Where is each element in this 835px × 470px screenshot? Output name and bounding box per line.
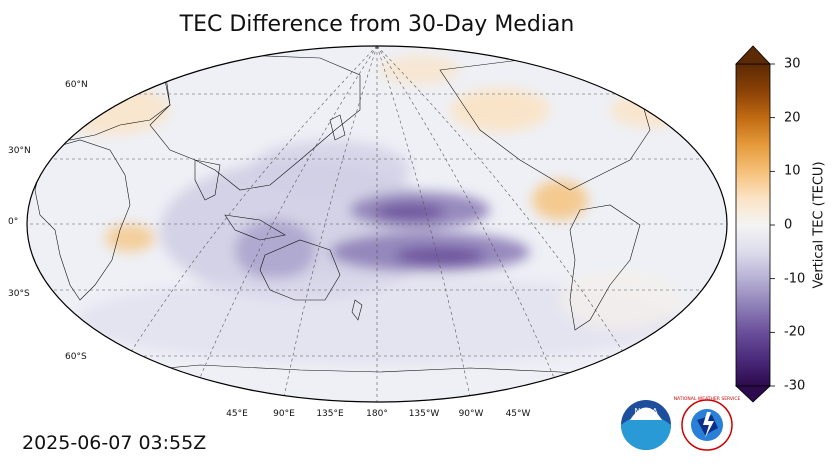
colorbar-top-extension: [735, 45, 771, 65]
colorbar-tick-label: 20: [784, 110, 801, 126]
lon-label-90e: 90°E: [273, 409, 295, 419]
colorbar: [734, 45, 775, 403]
anomaly-blob: [395, 247, 485, 265]
lat-label-30n: 30°N: [8, 146, 31, 156]
lon-label-135w: 135°W: [408, 409, 440, 419]
colorbar-tick-label: 10: [784, 163, 801, 179]
lon-line: [376, 46, 655, 402]
lon-line: [282, 46, 378, 402]
coastlines: [34, 49, 661, 379]
asia-outline: [149, 54, 361, 191]
australia-outline: [259, 239, 341, 301]
colorbar-tick-label: -30: [784, 378, 806, 394]
south-america-outline: [569, 204, 641, 331]
lat-label-0: 0°: [8, 217, 19, 227]
colorbar-tick-label: -20: [784, 324, 806, 340]
colorbar-bottom-extension: [734, 385, 772, 403]
lon-label-180: 180°: [366, 409, 388, 419]
noaa-logo: NOAA: [621, 400, 671, 450]
lon-line: [99, 46, 378, 402]
lon-line: [376, 46, 472, 402]
anomaly-blob: [77, 275, 677, 365]
indonesia-outline: [224, 214, 286, 241]
lat-label-60n: 60°N: [65, 80, 88, 90]
anomaly-blob: [235, 220, 315, 280]
noaa-logo-text: NOAA: [634, 407, 658, 416]
anomaly-blob: [105, 224, 155, 252]
chart-title: TEC Difference from 30-Day Median: [179, 12, 575, 37]
antarctica-outline: [89, 364, 661, 379]
anomaly-blob: [375, 204, 445, 220]
anomaly-blob: [250, 140, 410, 200]
anomaly-blob: [532, 180, 588, 220]
colorbar-tick-label: 0: [784, 217, 793, 233]
japan-outline: [329, 114, 346, 141]
globe-outline: [26, 45, 728, 403]
anomaly-blob: [380, 55, 460, 85]
colorbar-tick-label: 30: [784, 56, 801, 72]
lon-label-90w: 90°W: [458, 409, 484, 419]
new-zealand-outline: [351, 299, 363, 321]
colorbar-tick-label: -10: [784, 271, 806, 287]
greenland-outline: [559, 49, 621, 76]
india-outline: [194, 159, 221, 201]
colorbar-ticks: [770, 63, 775, 387]
nws-logo: NATIONAL WEATHER SERVICE: [674, 396, 741, 451]
lat-label-30s: 30°S: [8, 289, 30, 299]
africa-outline: [34, 139, 131, 301]
lon-label-45e: 45°E: [226, 409, 248, 419]
timestamp: 2025-06-07 03:55Z: [22, 432, 207, 454]
colorbar-label: Vertical TEC (TECU): [811, 161, 827, 289]
anomaly-blob: [450, 88, 550, 132]
lon-label-45w: 45°W: [505, 409, 531, 419]
lon-line: [376, 46, 565, 402]
colorbar-bar: [735, 63, 771, 387]
lon-label-135e: 135°E: [316, 409, 344, 419]
lat-label-60s: 60°S: [65, 352, 87, 362]
lon-line: [189, 46, 378, 402]
anomaly-blob: [560, 270, 680, 330]
nws-logo-text: NATIONAL WEATHER SERVICE: [674, 396, 741, 402]
